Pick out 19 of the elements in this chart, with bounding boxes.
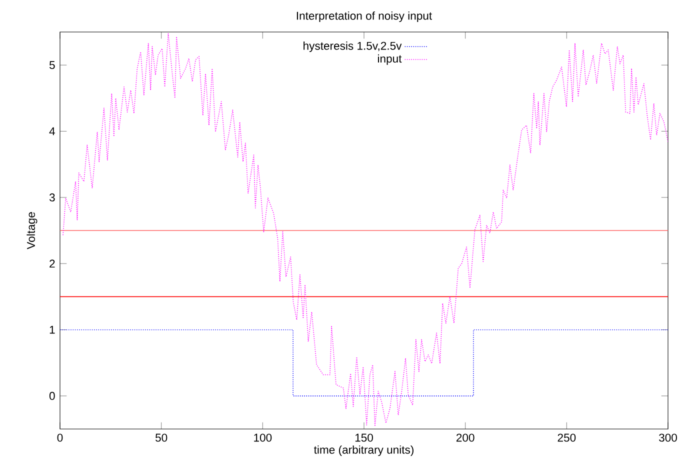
chart-title: Interpretation of noisy input bbox=[296, 11, 432, 22]
x-tick-label: 300 bbox=[659, 434, 677, 442]
line-series bbox=[62, 32, 668, 427]
x-tick-label: 150 bbox=[355, 434, 373, 442]
y-tick-label: 2 bbox=[50, 260, 55, 268]
y-tick-label: 3 bbox=[49, 193, 55, 202]
y-tick-label: 4 bbox=[49, 127, 55, 136]
legend-label: input bbox=[378, 54, 402, 65]
y-tick-label: 5 bbox=[49, 61, 55, 70]
x-tick-label: 50 bbox=[156, 434, 168, 442]
legend-label: hysteresis 1.5v,2.5v bbox=[304, 42, 402, 52]
x-tick-label: 250 bbox=[558, 434, 576, 442]
x-tick-label: 0 bbox=[57, 434, 63, 442]
y-tick-label: 0 bbox=[49, 392, 55, 400]
x-tick-label: 100 bbox=[254, 434, 272, 442]
y-axis-title: Voltage bbox=[26, 212, 38, 250]
y-tick-label: 1 bbox=[50, 326, 55, 334]
x-axis-title: time (arbitrary units) bbox=[314, 445, 414, 456]
x-tick-label: 200 bbox=[456, 434, 474, 442]
